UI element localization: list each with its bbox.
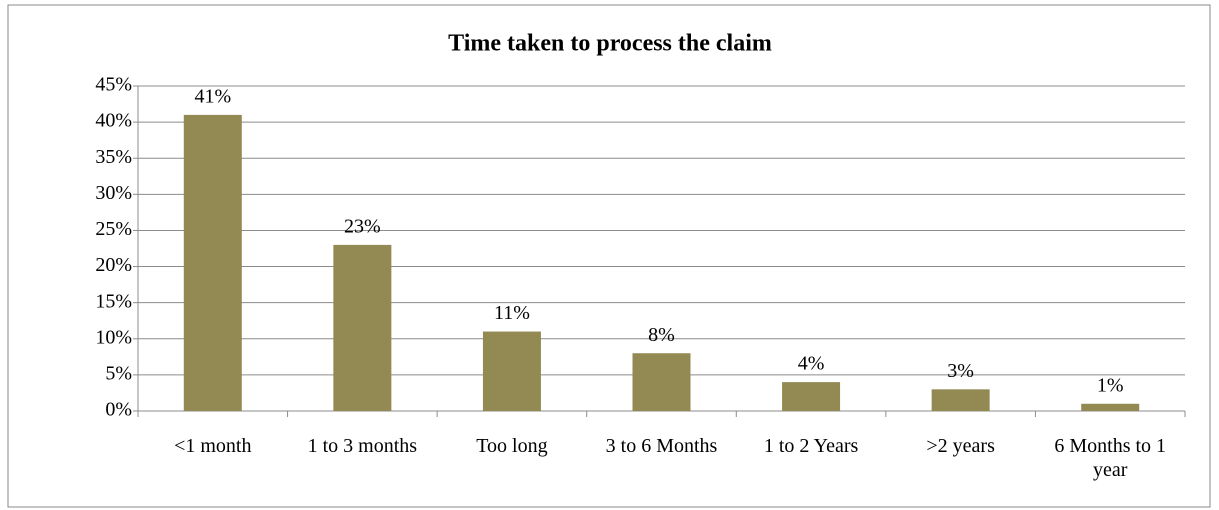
y-tick-label: 15%: [95, 290, 132, 312]
bar: [482, 331, 541, 411]
bar: [632, 353, 691, 411]
x-tick-label: >2 years: [926, 435, 995, 457]
bar: [782, 382, 841, 411]
bar: [1081, 403, 1140, 411]
y-tick-label: 40%: [95, 110, 132, 132]
y-tick-label: 0%: [105, 399, 132, 421]
data-label: 23%: [344, 215, 381, 237]
y-tick-label: 25%: [95, 218, 132, 240]
x-tick-label: 3 to 6 Months: [605, 435, 718, 457]
y-tick-label: 10%: [95, 326, 132, 348]
data-label: 3%: [947, 360, 974, 382]
data-label: 41%: [194, 85, 231, 107]
bar: [333, 244, 392, 411]
x-tick-label: 6 Months to 1 year: [1054, 435, 1167, 481]
y-tick-label: 45%: [95, 74, 132, 96]
chart-title: Time taken to process the claim: [448, 31, 772, 57]
bar: [183, 114, 242, 411]
data-label: 11%: [494, 302, 530, 324]
y-tick-label: 20%: [95, 254, 132, 276]
y-tick-label: 35%: [95, 146, 132, 168]
data-label: 8%: [648, 324, 675, 346]
x-tick-label: 1 to 3 months: [307, 435, 418, 457]
y-tick-label: 5%: [105, 362, 132, 384]
x-tick-label: 1 to 2 Years: [763, 435, 859, 457]
x-tick-label: Too long: [476, 435, 548, 457]
x-tick-label: <1 month: [174, 435, 252, 457]
data-label: 1%: [1097, 374, 1124, 396]
data-label: 4%: [798, 353, 825, 375]
y-tick-label: 30%: [95, 182, 132, 204]
bar: [931, 389, 990, 411]
